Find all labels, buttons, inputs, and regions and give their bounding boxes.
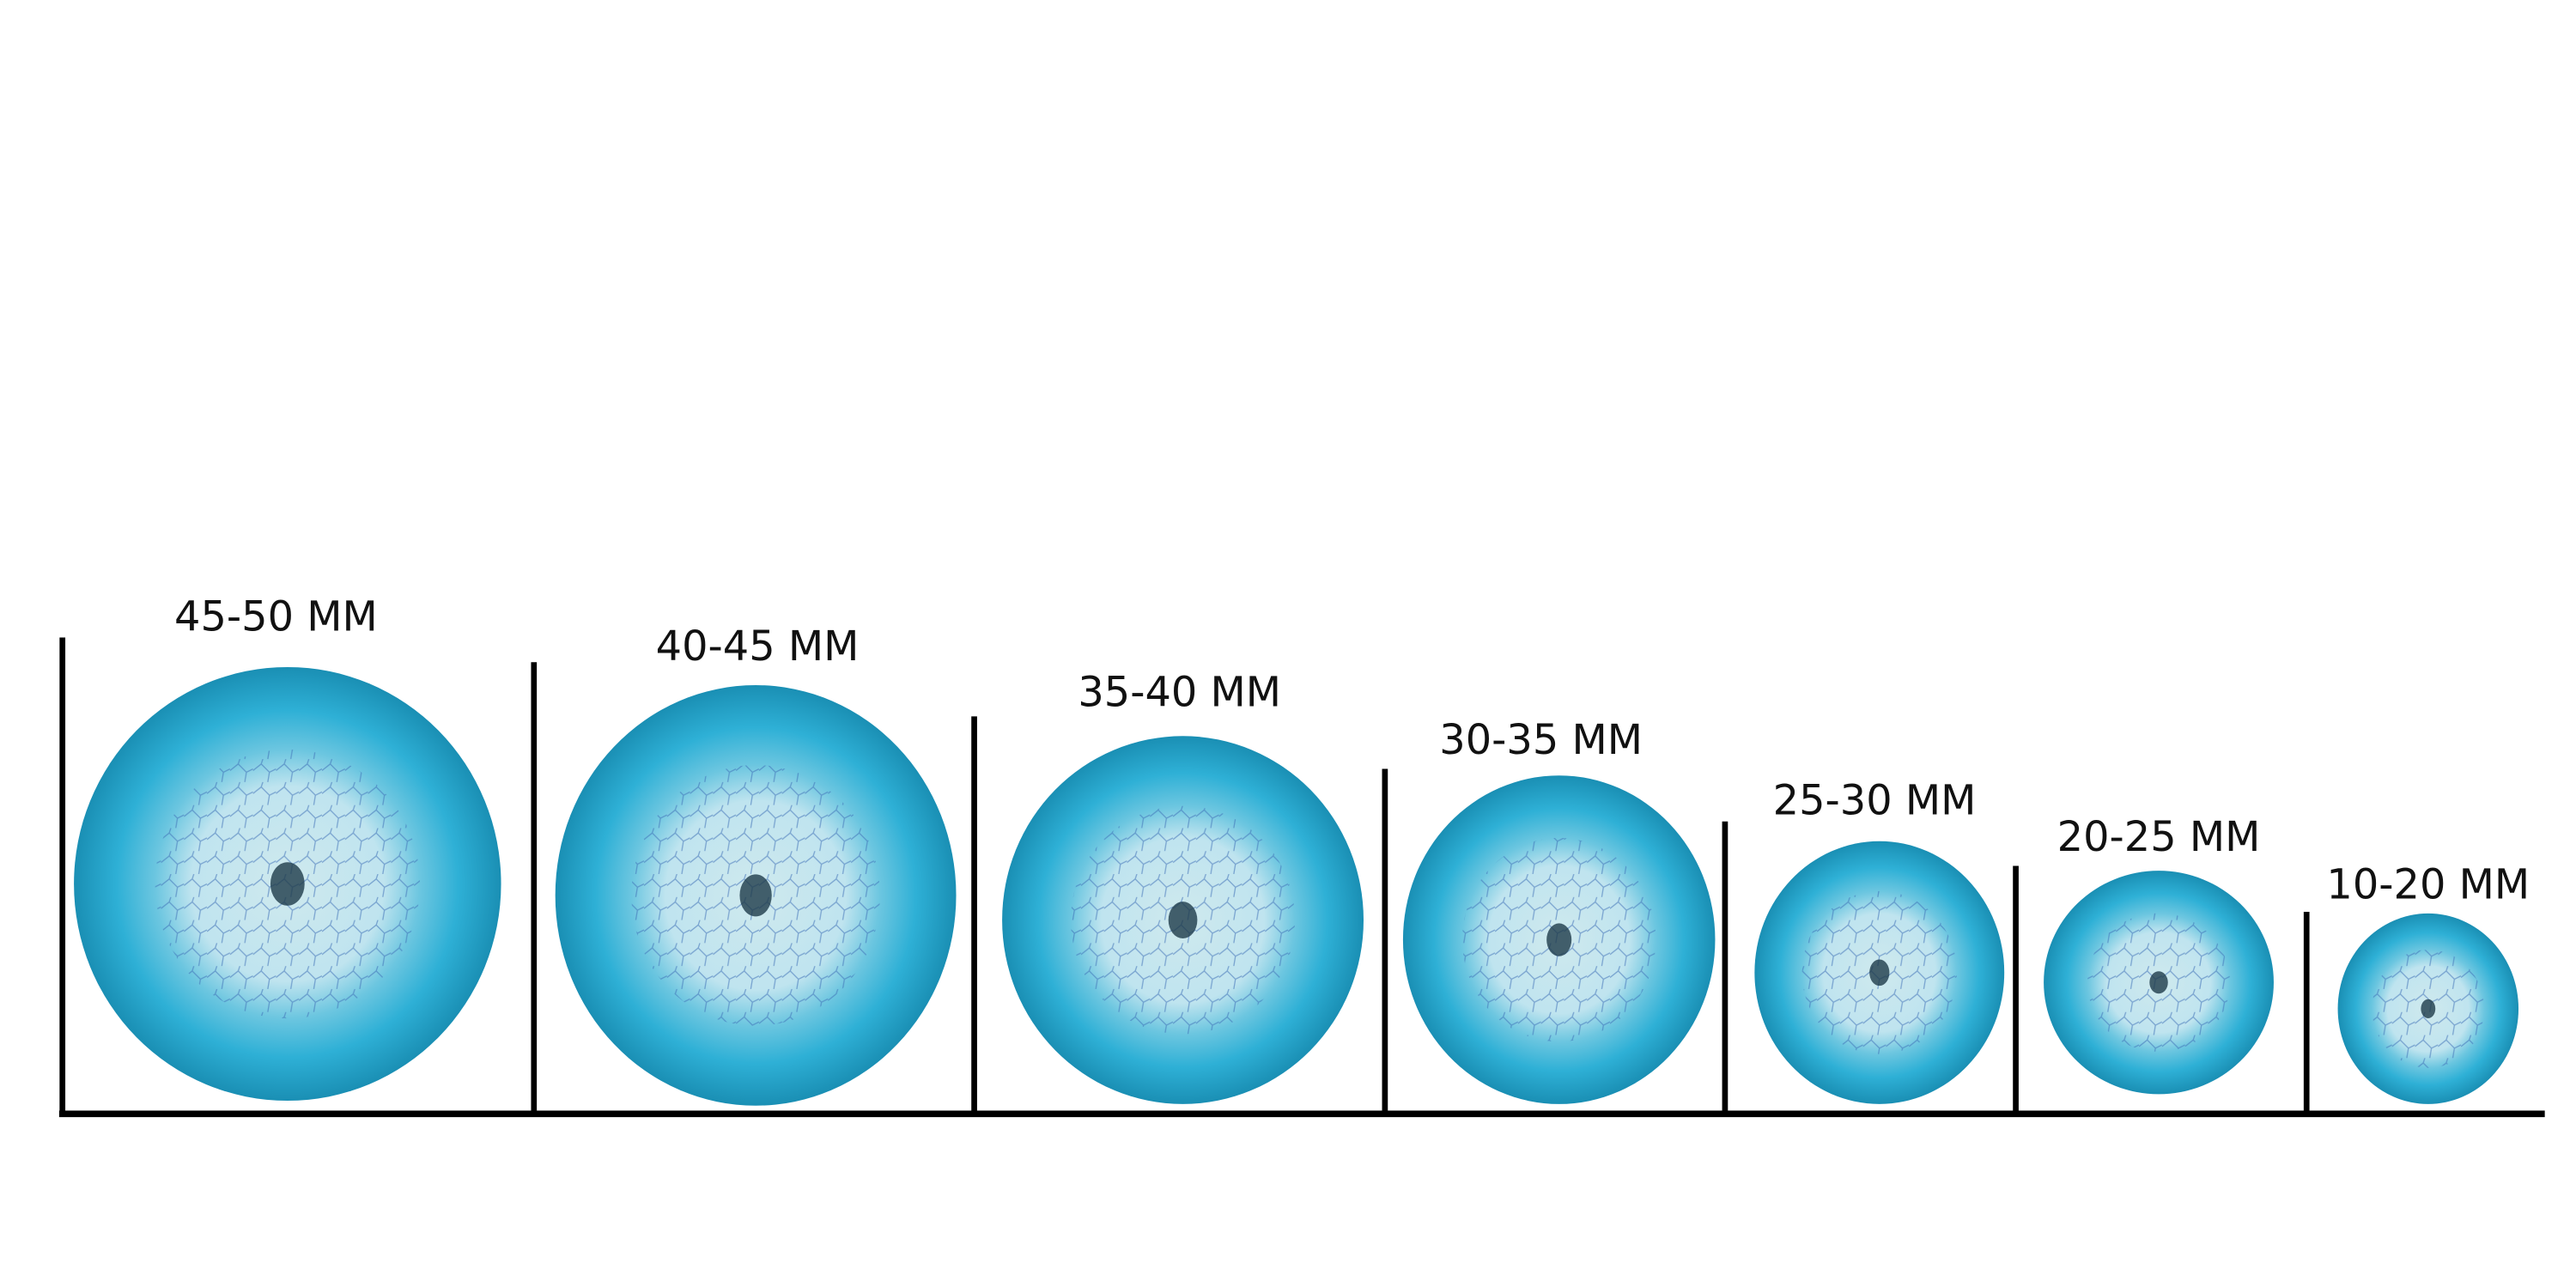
size-label: 25-30 MM xyxy=(1773,778,1977,825)
stone-core xyxy=(739,874,772,917)
size-label: 45-50 MM xyxy=(174,593,378,641)
stone-core xyxy=(1869,959,1890,987)
size-label: 40-45 MM xyxy=(656,623,860,671)
stone-core xyxy=(2149,971,2168,994)
size-label: 10-20 MM xyxy=(2326,861,2530,908)
stone-core xyxy=(270,862,305,906)
size-label: 35-40 MM xyxy=(1078,669,1281,716)
stone-core xyxy=(1546,923,1572,956)
stone-core xyxy=(1168,902,1198,939)
size-label: 20-25 MM xyxy=(2057,814,2261,861)
stone-core xyxy=(2421,999,2436,1018)
size-label: 30-35 MM xyxy=(1439,717,1643,764)
